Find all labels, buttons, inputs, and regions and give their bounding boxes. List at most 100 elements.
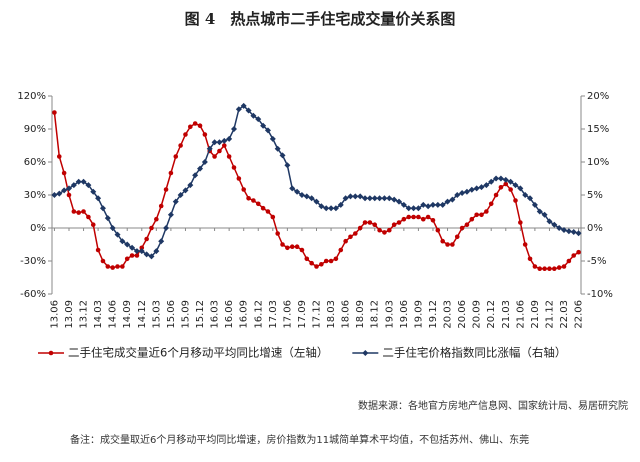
point (202, 132, 208, 137)
point (328, 205, 335, 212)
x-tick-label: 18.12 (370, 300, 381, 329)
point (542, 266, 547, 272)
point (70, 182, 77, 189)
point (178, 143, 183, 148)
x-tick-label: 19.09 (413, 300, 424, 329)
point (561, 226, 568, 233)
point (323, 205, 330, 212)
point (80, 178, 87, 185)
point (241, 187, 247, 192)
point (536, 208, 543, 215)
x-tick-label: 19.12 (428, 300, 439, 329)
point (52, 110, 57, 115)
y2-tick-label: 20% (587, 91, 609, 102)
point (226, 154, 232, 159)
point (342, 195, 349, 202)
point (100, 258, 106, 264)
point (124, 241, 131, 248)
point (328, 258, 334, 264)
point (532, 264, 538, 269)
point (474, 212, 479, 218)
point (565, 228, 572, 235)
point (415, 205, 422, 212)
x-tick-label: 18.09 (355, 300, 366, 329)
point (235, 106, 242, 113)
point (289, 185, 296, 192)
point (154, 216, 159, 222)
point (231, 165, 237, 170)
point (405, 205, 412, 212)
x-tick-label: 22.03 (559, 300, 570, 329)
point (343, 238, 348, 244)
point (411, 214, 416, 220)
point (264, 127, 271, 134)
point (318, 203, 325, 210)
point (217, 148, 222, 154)
point (357, 225, 363, 231)
point (51, 192, 58, 198)
x-tick-label: 15.03 (151, 300, 162, 329)
point (182, 187, 189, 194)
point (416, 214, 421, 220)
point (299, 247, 305, 253)
point (61, 187, 68, 194)
point (366, 195, 373, 202)
x-tick-label: 15.12 (195, 300, 206, 329)
chart-title: 图 4 热点城市二手住宅成交量价关系图 (185, 10, 456, 28)
point (104, 215, 111, 222)
x-tick-label: 21.03 (501, 300, 512, 329)
x-tick-label: 21.09 (530, 300, 541, 329)
point (357, 193, 364, 200)
point (513, 198, 518, 203)
point (109, 225, 116, 231)
point (265, 209, 271, 214)
point (308, 195, 315, 202)
point (314, 264, 319, 269)
point (382, 230, 387, 235)
y2-tick-label: 0% (587, 223, 603, 234)
point (212, 154, 217, 159)
x-tick-label: 14.09 (122, 300, 133, 329)
point (439, 201, 446, 208)
point (158, 238, 165, 245)
point (260, 122, 267, 129)
legend-marker (362, 350, 369, 356)
point (197, 123, 203, 128)
point (449, 196, 456, 203)
point (459, 225, 465, 231)
point (163, 187, 169, 192)
point (298, 192, 305, 198)
point (183, 132, 188, 137)
x-tick-label: 20.12 (486, 300, 497, 329)
point (143, 251, 150, 258)
point (444, 198, 451, 205)
y2-tick-label: 15% (587, 124, 609, 135)
point (129, 253, 135, 258)
point (66, 192, 72, 198)
point (381, 195, 388, 202)
point (488, 201, 494, 207)
point (401, 216, 407, 222)
point (294, 188, 301, 195)
legend-label: 二手住宅成交量近6个月移动平均同比增速（左轴） (68, 346, 328, 360)
point (454, 192, 461, 198)
point (188, 124, 193, 130)
x-tick-label: 13.06 (49, 300, 60, 329)
x-tick-label: 19.06 (399, 300, 410, 329)
point (445, 242, 450, 247)
point (391, 196, 398, 203)
point (410, 205, 417, 212)
y-tick-label: 120% (17, 91, 46, 102)
point (255, 201, 261, 207)
point (90, 222, 96, 227)
point (250, 112, 257, 119)
point (547, 266, 552, 272)
point (493, 175, 500, 182)
point (236, 176, 242, 181)
point (517, 185, 524, 192)
x-tick-label: 18.06 (341, 300, 352, 329)
point (211, 139, 218, 146)
point (313, 198, 320, 205)
point (522, 192, 529, 198)
point (570, 228, 577, 235)
